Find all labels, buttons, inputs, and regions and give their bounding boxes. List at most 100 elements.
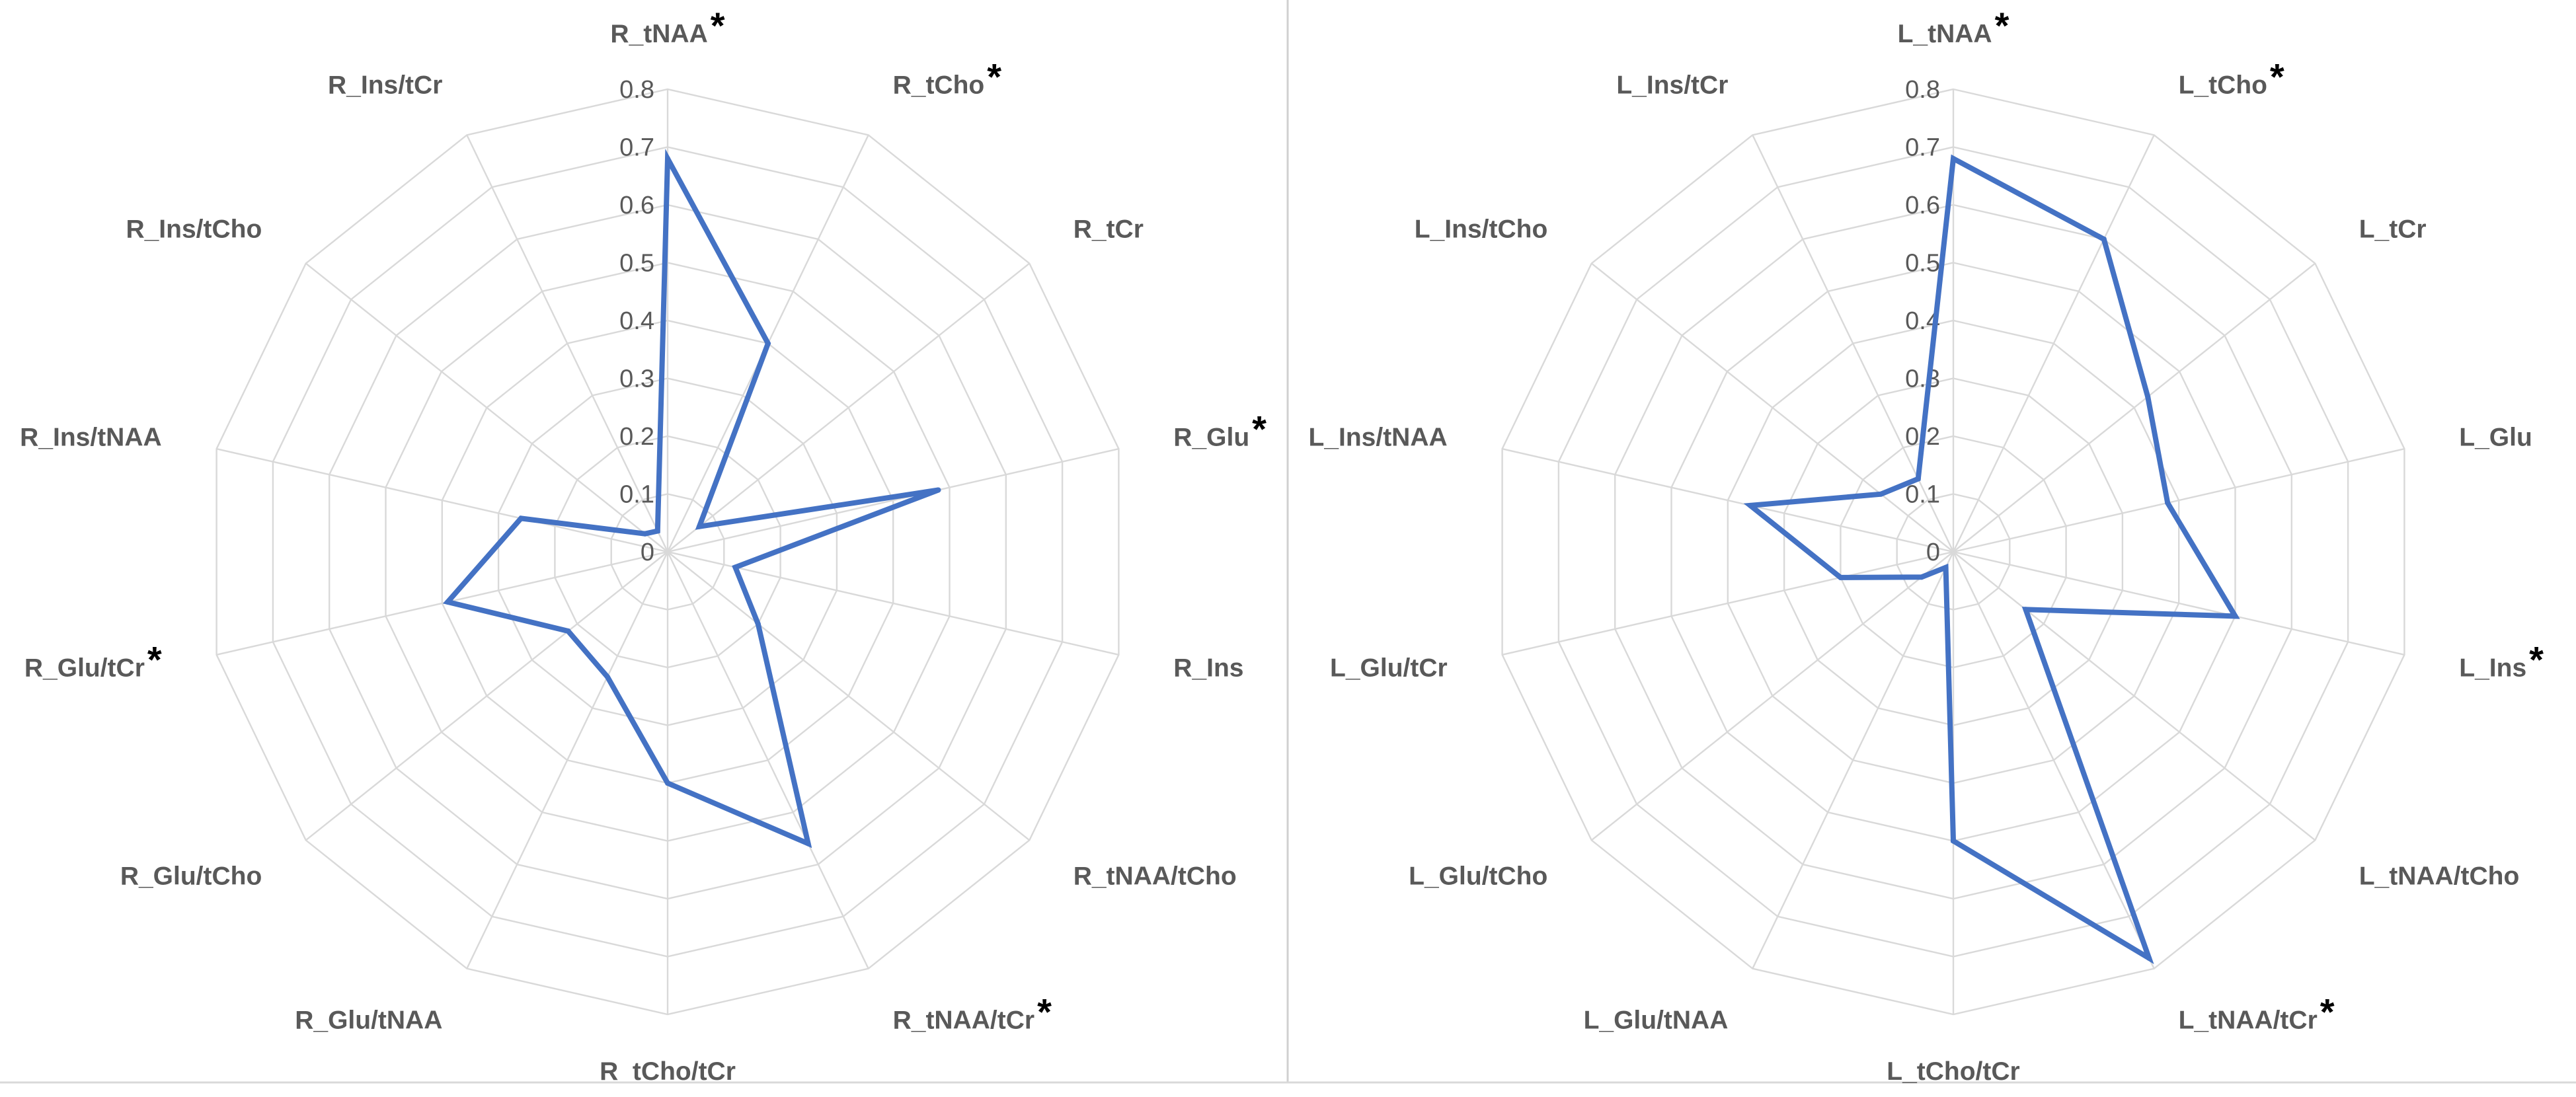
left-significance-star: *	[2270, 56, 2284, 98]
right-axis-spoke	[667, 550, 1119, 656]
right-category-label-r-tnaa: R_tNAA*	[610, 5, 724, 48]
left-data-point-l-tnaa-tcr	[2146, 955, 2152, 961]
right-data-point-r-glu-tnaa	[604, 674, 610, 680]
left-category-label-l-ins: L_Ins*	[2459, 639, 2544, 683]
left-axis-spoke	[1952, 551, 2155, 969]
left-tick-label: 0.8	[1905, 76, 1940, 104]
right-category-label-r-ins-tcho: R_Ins/tCho	[126, 215, 262, 244]
right-category-label-r-ins-tnaa: R_Ins/tNAA	[20, 423, 162, 451]
right-data-point-r-glu-tcho	[565, 628, 571, 634]
left-category-label-l-tcho-tcr: L_tCho/tCr	[1887, 1057, 2019, 1086]
left-tick-label: 0.3	[1905, 365, 1940, 393]
left-axis-spoke	[1502, 550, 1954, 656]
left-tick-label: 0.7	[1905, 134, 1940, 162]
left-tick-label: 0.1	[1905, 481, 1940, 509]
left-category-label-l-tnaa-tcr: L_tNAA/tCr*	[2179, 991, 2335, 1034]
left-tick-label: 0.6	[1905, 192, 1940, 219]
left-category-label-l-tcho: L_tCho*	[2179, 56, 2284, 100]
left-axis-spoke	[1952, 134, 2155, 552]
right-data-point-r-ins-tcr	[654, 528, 660, 534]
right-category-label-r-tcho: R_tCho*	[893, 56, 1002, 100]
left-axis-spoke	[1590, 551, 1954, 841]
left-tick-label: 0	[1926, 539, 1940, 566]
right-tick-label: 0.6	[619, 192, 654, 219]
left-category-label-l-glu-tnaa: L_Glu/tNAA	[1584, 1006, 1729, 1034]
right-category-label-r-tnaa-tcho: R_tNAA/tCho	[1073, 862, 1237, 890]
left-data-point-l-ins-tcr	[1915, 476, 1921, 482]
left-data-point-l-glu-tcr	[1838, 574, 1844, 580]
right-data-point-r-ins-tcho	[642, 531, 648, 537]
right-category-label-r-glu: R_Glu*	[1173, 408, 1267, 451]
right-category-label-r-glu-tcr: R_Glu/tCr*	[24, 639, 162, 683]
left-axis-spoke	[1752, 551, 1955, 969]
left-series-line	[1743, 154, 2240, 965]
right-data-point-r-glu-tcr	[445, 599, 451, 605]
right-significance-star: *	[1252, 408, 1267, 449]
left-axis-spoke	[1590, 262, 1954, 552]
right-axis-spoke	[305, 551, 668, 841]
right-category-label-r-ins: R_Ins	[1173, 654, 1243, 683]
right-data-point-r-tnaa-tcho	[755, 621, 761, 627]
left-data-point-l-ins-tcho	[1878, 491, 1884, 497]
right-data-point-r-ins	[732, 564, 738, 570]
right-axis-spoke	[216, 550, 668, 656]
left-significance-star: *	[2320, 991, 2335, 1032]
left-significance-star: *	[2529, 639, 2544, 681]
right-category-label-r-glu-tnaa: R_Glu/tNAA	[295, 1006, 442, 1034]
right-significance-star: *	[1037, 991, 1052, 1032]
left-data-point-l-ins	[2232, 613, 2238, 619]
left-data-point-l-glu-tcho	[1919, 574, 1925, 580]
left-axis-spoke	[1953, 262, 2316, 552]
right-axis-spoke	[666, 551, 869, 969]
right-category-label-r-tnaa-tcr: R_tNAA/tCr*	[893, 991, 1052, 1034]
right-data-point-r-tcho	[765, 340, 771, 346]
left-data-point-l-tcr	[2145, 394, 2151, 400]
right-axis-spoke	[466, 134, 669, 552]
left-category-label-l-glu: L_Glu	[2459, 423, 2532, 451]
left-data-point-l-ins-tnaa	[1747, 502, 1753, 508]
right-tick-label: 0.7	[619, 134, 654, 162]
right-tick-label: 0	[641, 539, 654, 566]
right-data-point-r-tcr	[696, 523, 702, 529]
right-tick-label: 0.4	[619, 307, 654, 335]
left-category-label-l-glu-tcr: L_Glu/tCr	[1330, 654, 1448, 683]
right-axis-spoke	[667, 262, 1031, 552]
right-axis-spoke	[667, 551, 1031, 841]
left-axis-spoke	[1502, 448, 1954, 553]
left-data-point-l-tnaa-tcho	[2023, 607, 2029, 613]
right-data-point-r-ins-tnaa	[518, 515, 524, 521]
right-data-point-r-tnaa	[665, 156, 670, 161]
right-axis-spoke	[667, 448, 1119, 553]
right-category-label-r-tcho-tcr: R_tCho/tCr	[600, 1057, 736, 1086]
right-axis-spoke	[466, 551, 669, 969]
left-tick-label: 0.5	[1905, 250, 1940, 278]
left-category-label-l-tnaa: L_tNAA*	[1898, 5, 2010, 48]
right-significance-star: *	[987, 56, 1001, 98]
right-tick-label: 0.1	[619, 481, 654, 509]
right-axis-spoke	[305, 262, 668, 552]
right-series-line	[442, 148, 939, 849]
left-data-point-l-glu	[2165, 500, 2171, 506]
left-category-label-l-glu-tcho: L_Glu/tCho	[1409, 862, 1547, 890]
right-significance-star: *	[711, 5, 725, 46]
right-category-label-r-glu-tcho: R_Glu/tCho	[120, 862, 262, 890]
left-axis-spoke	[1953, 550, 2405, 656]
left-axis-spoke	[1953, 448, 2405, 553]
right-data-point-r-tnaa-tcr	[805, 841, 811, 847]
right-data-point-r-glu	[935, 487, 941, 493]
left-data-point-l-tnaa	[1951, 156, 1956, 161]
right-data-point-r-tcho-tcr	[665, 780, 670, 786]
right-tick-label: 0.3	[619, 365, 654, 393]
left-data-point-l-glu-tnaa	[1943, 564, 1949, 570]
right-category-label-r-ins-tcr: R_Ins/tCr	[328, 71, 442, 100]
left-category-label-l-ins-tcho: L_Ins/tCho	[1415, 215, 1548, 244]
right-tick-label: 0.8	[619, 76, 654, 104]
left-category-label-l-ins-tcr: L_Ins/tCr	[1616, 71, 1728, 100]
left-category-label-l-tcr: L_tCr	[2359, 215, 2427, 244]
right-category-label-r-tcr: R_tCr	[1073, 215, 1144, 244]
left-axis-spoke	[1953, 551, 2316, 841]
left-hemisphere-radar-chart: 00.10.20.30.40.50.60.70.8L_tNAA*L_tCho*L…	[1309, 5, 2544, 1086]
left-axis-spoke	[1752, 134, 1955, 552]
left-data-point-l-tcho-tcr	[1951, 838, 1956, 844]
right-axis-spoke	[216, 448, 668, 553]
